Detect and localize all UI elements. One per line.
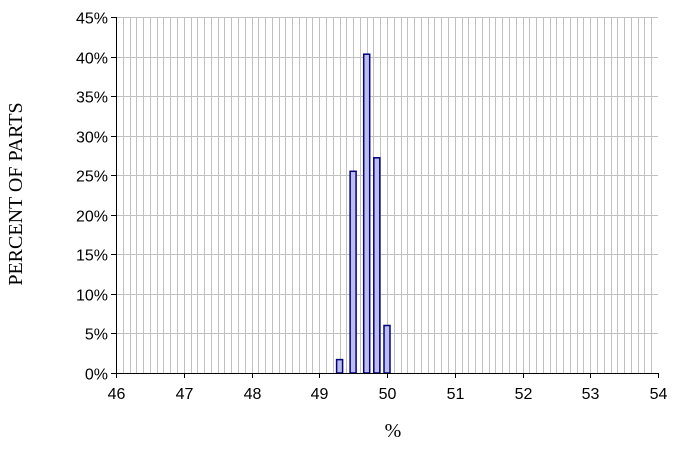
x-tick-label: 54 (650, 386, 668, 403)
grid-layer (116, 17, 658, 373)
histogram-bar (362, 53, 371, 374)
y-tick-label: 10% (76, 288, 108, 305)
y-tick-label: 20% (76, 209, 108, 226)
y-tick-label: 45% (76, 11, 108, 28)
x-tick-label: 48 (244, 386, 262, 403)
y-tick-label: 35% (76, 90, 108, 107)
ticks-layer: 0% 5% 10% 15% 20% 25% 30% 35% 40% 45% 46 47 48 49 50 51… (76, 11, 668, 404)
y-tick-label: 5% (85, 327, 108, 344)
y-tick-label: 0% (85, 367, 108, 384)
x-tick-label: 53 (582, 386, 600, 403)
x-tick-label: 50 (379, 386, 397, 403)
y-tick-label: 40% (76, 51, 108, 68)
histogram-bar (373, 157, 381, 374)
x-tick-label: 49 (311, 386, 329, 403)
y-axis-title: PERCENT OF PARTS (5, 102, 27, 285)
x-tick-label: 47 (176, 386, 194, 403)
y-tick-label: 25% (76, 169, 108, 186)
bars-layer (335, 53, 391, 374)
y-tick-label: 30% (76, 130, 108, 147)
y-tick-label: 15% (76, 248, 108, 265)
histogram-bar (335, 358, 344, 374)
histogram-bar (349, 170, 357, 374)
x-axis-title: % (385, 420, 402, 442)
x-tick-label: 51 (447, 386, 465, 403)
x-tick-label: 46 (108, 386, 126, 403)
x-tick-label: 52 (515, 386, 533, 403)
histogram-bar (383, 324, 391, 374)
